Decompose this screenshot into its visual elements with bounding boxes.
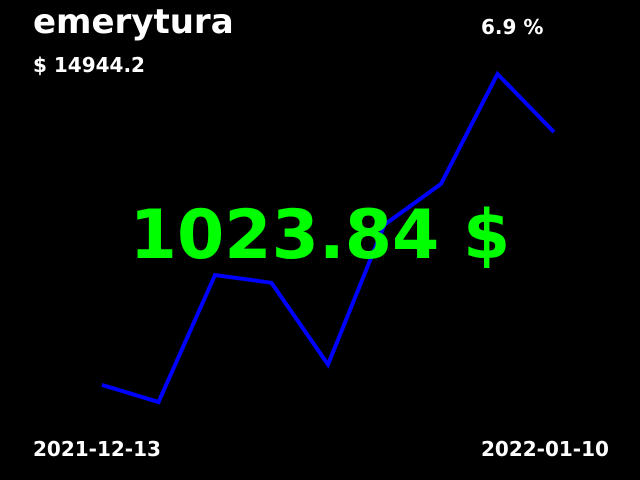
end-date: 2022-01-10	[481, 437, 609, 461]
start-date: 2021-12-13	[33, 437, 161, 461]
total-amount: $ 14944.2	[33, 53, 145, 77]
change-percent: 6.9 %	[481, 15, 544, 39]
series-line	[101, 70, 556, 405]
current-value: 1023.84 $	[129, 196, 511, 275]
chart-title: emerytura	[33, 2, 234, 42]
